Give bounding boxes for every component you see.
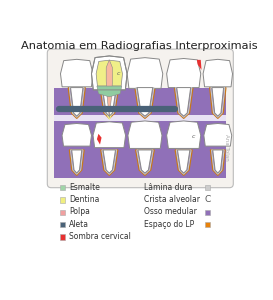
Bar — [54, 115, 226, 124]
Polygon shape — [135, 88, 155, 118]
Bar — [60, 210, 65, 215]
Polygon shape — [136, 150, 154, 176]
Polygon shape — [127, 58, 163, 88]
Bar — [205, 210, 210, 215]
Text: c: c — [117, 71, 120, 76]
Polygon shape — [97, 134, 102, 145]
Polygon shape — [69, 150, 84, 176]
Polygon shape — [213, 150, 223, 173]
Text: Sombra cervical: Sombra cervical — [69, 232, 131, 241]
Text: Lâmina dura: Lâmina dura — [144, 183, 192, 192]
FancyBboxPatch shape — [47, 49, 233, 188]
Bar — [60, 234, 65, 240]
Polygon shape — [210, 88, 226, 118]
Polygon shape — [96, 60, 123, 86]
Polygon shape — [103, 150, 115, 173]
Polygon shape — [175, 150, 192, 176]
Text: Crista alveolar: Crista alveolar — [144, 195, 200, 204]
Bar — [205, 185, 210, 190]
Text: c: c — [191, 134, 195, 140]
Polygon shape — [68, 88, 85, 118]
Polygon shape — [167, 121, 201, 148]
Polygon shape — [93, 122, 126, 148]
Text: Esmalte: Esmalte — [69, 183, 100, 192]
Text: Osso medular: Osso medular — [144, 207, 197, 216]
Text: C: C — [204, 195, 210, 204]
Polygon shape — [70, 88, 83, 116]
Polygon shape — [100, 88, 118, 118]
Text: Aleta: Aleta — [69, 220, 89, 229]
Polygon shape — [72, 150, 82, 173]
Polygon shape — [137, 88, 153, 116]
Polygon shape — [138, 150, 152, 173]
Polygon shape — [177, 88, 191, 116]
Polygon shape — [97, 86, 122, 97]
Polygon shape — [61, 59, 93, 87]
Bar — [54, 122, 226, 178]
Text: Anatomia em Radiografias Interproximais: Anatomia em Radiografias Interproximais — [21, 41, 258, 51]
Bar — [60, 185, 65, 190]
Bar — [60, 197, 65, 203]
Text: Ana Tolan: Ana Tolan — [224, 134, 229, 161]
Bar — [60, 222, 65, 227]
Text: Dentina: Dentina — [69, 195, 99, 204]
Polygon shape — [174, 88, 193, 118]
Polygon shape — [177, 150, 190, 173]
Text: Polpa: Polpa — [69, 207, 90, 216]
Polygon shape — [212, 88, 224, 116]
Text: Espaço do LP: Espaço do LP — [144, 220, 194, 229]
Polygon shape — [102, 88, 116, 116]
Polygon shape — [203, 59, 233, 87]
Polygon shape — [91, 56, 127, 90]
Polygon shape — [104, 88, 114, 120]
Polygon shape — [204, 124, 232, 146]
Polygon shape — [62, 124, 91, 146]
Polygon shape — [167, 58, 201, 88]
Bar — [205, 222, 210, 227]
Polygon shape — [197, 60, 201, 70]
Polygon shape — [210, 150, 225, 176]
Bar — [54, 88, 226, 118]
Polygon shape — [101, 150, 118, 176]
Polygon shape — [128, 121, 162, 148]
Polygon shape — [106, 60, 112, 118]
